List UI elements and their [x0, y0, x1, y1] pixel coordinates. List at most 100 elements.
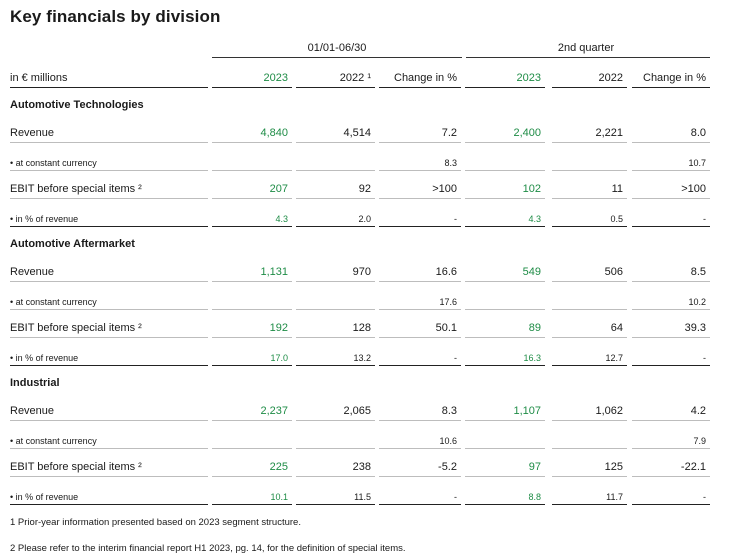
row-divider — [552, 198, 627, 199]
table-cell: 970 — [352, 266, 371, 278]
row-divider — [552, 448, 627, 449]
row-divider — [632, 476, 710, 477]
table-cell: 89 — [528, 322, 541, 334]
row-divider — [379, 420, 461, 421]
table-cell: 4,514 — [343, 127, 371, 139]
row-divider — [632, 142, 710, 143]
row-divider — [379, 170, 461, 171]
table-cell: 7.2 — [441, 127, 457, 139]
footnote-1: 1 Prior-year information presented based… — [10, 517, 301, 528]
table-cell: 128 — [352, 322, 371, 334]
table-cell: 4.2 — [690, 405, 706, 417]
row-label: • in % of revenue — [10, 214, 79, 224]
row-label: EBIT before special items ² — [10, 461, 142, 473]
table-cell: 10.2 — [688, 297, 706, 307]
row-divider — [379, 281, 461, 282]
table-cell: 4.3 — [528, 214, 541, 224]
row-divider — [296, 309, 375, 310]
table-cell: 10.1 — [270, 492, 288, 502]
row-label: • in % of revenue — [10, 492, 79, 502]
row-divider-label — [10, 87, 208, 88]
row-divider — [296, 337, 375, 338]
row-label: Revenue — [10, 405, 55, 417]
row-divider — [379, 142, 461, 143]
table-cell: - — [703, 353, 706, 363]
row-divider — [552, 365, 627, 366]
row-divider — [379, 198, 461, 199]
group-underline-first-half — [212, 57, 462, 58]
row-divider-label — [10, 448, 208, 449]
row-divider — [296, 504, 375, 505]
column-header: 2023 — [263, 72, 288, 84]
table-cell: 1,131 — [260, 266, 288, 278]
row-divider — [296, 170, 375, 171]
footnote-2: 2 Please refer to the interim financial … — [10, 543, 406, 554]
row-divider — [552, 142, 627, 143]
table-cell: - — [454, 214, 457, 224]
row-divider-label — [10, 170, 208, 171]
row-divider — [296, 476, 375, 477]
table-cell: 17.0 — [270, 353, 288, 363]
table-cell: 2.0 — [358, 214, 371, 224]
row-divider — [465, 365, 545, 366]
table-cell: 506 — [604, 266, 623, 278]
row-divider — [379, 448, 461, 449]
row-divider — [212, 170, 292, 171]
row-divider — [552, 170, 627, 171]
row-divider — [465, 309, 545, 310]
section-title: Industrial — [10, 377, 60, 389]
table-cell: 16.6 — [435, 266, 457, 278]
row-divider — [465, 476, 545, 477]
row-label: • at constant currency — [10, 436, 97, 446]
table-cell: 2,065 — [343, 405, 371, 417]
table-cell: 2,237 — [260, 405, 288, 417]
table-cell: 8.8 — [528, 492, 541, 502]
column-header: Change in % — [394, 72, 457, 84]
table-cell: 17.6 — [439, 297, 457, 307]
row-divider — [465, 448, 545, 449]
table-cell: 11.5 — [354, 492, 371, 502]
row-divider-label — [10, 226, 208, 227]
table-cell: 225 — [269, 461, 288, 473]
row-divider — [212, 309, 292, 310]
row-divider — [465, 337, 545, 338]
row-divider-label — [10, 337, 208, 338]
table-cell: 97 — [528, 461, 541, 473]
group-header-second-quarter: 2nd quarter — [557, 42, 615, 54]
row-divider — [212, 281, 292, 282]
table-cell: 2,400 — [513, 127, 541, 139]
table-cell: 192 — [269, 322, 288, 334]
row-divider — [212, 476, 292, 477]
table-cell: 10.6 — [439, 436, 457, 446]
row-divider — [632, 87, 710, 88]
row-divider — [552, 420, 627, 421]
row-divider — [212, 142, 292, 143]
row-label: • at constant currency — [10, 297, 97, 307]
table-cell: 92 — [358, 183, 371, 195]
row-divider — [465, 170, 545, 171]
row-divider — [552, 476, 627, 477]
row-divider — [465, 504, 545, 505]
unit-label: in € millions — [10, 72, 68, 84]
table-cell: 4.3 — [275, 214, 288, 224]
row-divider — [212, 198, 292, 199]
row-divider — [379, 226, 461, 227]
table-cell: 4,840 — [260, 127, 288, 139]
row-divider — [212, 337, 292, 338]
table-cell: >100 — [432, 183, 457, 195]
row-divider-label — [10, 142, 208, 143]
group-header-first-half: 01/01-06/30 — [307, 42, 367, 54]
table-cell: 7.9 — [693, 436, 706, 446]
row-divider — [552, 504, 627, 505]
row-divider-label — [10, 309, 208, 310]
row-divider — [632, 420, 710, 421]
row-divider — [632, 448, 710, 449]
row-divider — [296, 365, 375, 366]
row-label: • in % of revenue — [10, 353, 79, 363]
row-divider — [296, 226, 375, 227]
table-cell: - — [703, 214, 706, 224]
row-divider — [296, 420, 375, 421]
row-divider — [212, 87, 292, 88]
table-cell: 2,221 — [595, 127, 623, 139]
row-divider — [379, 476, 461, 477]
